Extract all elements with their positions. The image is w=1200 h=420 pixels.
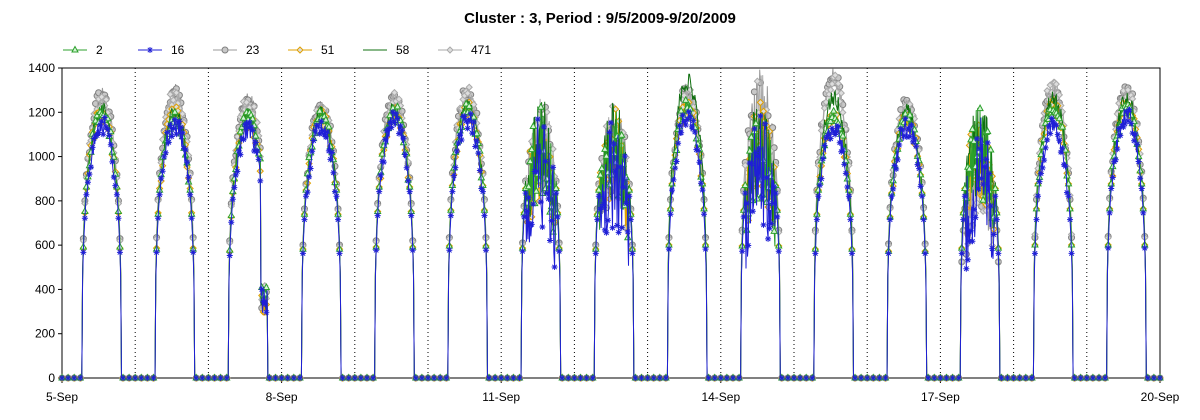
legend-item: 471 xyxy=(437,42,512,58)
x-tick-label: 11-Sep xyxy=(482,390,520,404)
legend-swatch xyxy=(438,46,462,54)
legend: 2 16 23 51 58 471 xyxy=(62,42,512,58)
y-tick-label: 0 xyxy=(48,371,55,385)
legend-swatch xyxy=(288,46,312,54)
legend-swatch xyxy=(138,47,162,53)
legend-item: 51 xyxy=(287,42,362,58)
x-tick-label: 14-Sep xyxy=(701,390,740,404)
legend-label: 58 xyxy=(396,43,410,57)
legend-item: 58 xyxy=(362,42,437,58)
y-tick-label: 1400 xyxy=(28,61,55,75)
legend-label: 23 xyxy=(246,43,260,57)
y-tick-label: 400 xyxy=(35,282,55,296)
y-tick-label: 1000 xyxy=(28,150,55,164)
x-tick-label: 20-Sep xyxy=(1141,390,1180,404)
y-tick-label: 200 xyxy=(35,327,55,341)
legend-item: 2 xyxy=(62,42,137,58)
legend-label: 51 xyxy=(321,43,335,57)
x-tick-label: 8-Sep xyxy=(266,390,298,404)
legend-item: 23 xyxy=(212,42,287,58)
y-tick-label: 800 xyxy=(35,194,55,208)
x-tick-label: 5-Sep xyxy=(46,390,78,404)
legend-item: 16 xyxy=(137,42,212,58)
legend-label: 471 xyxy=(471,43,492,57)
legend-label: 16 xyxy=(171,43,185,57)
plot-frame xyxy=(61,67,1161,379)
legend-swatch xyxy=(63,45,87,53)
legend-swatch xyxy=(213,46,237,54)
series-16 xyxy=(59,106,1163,381)
legend-label: 2 xyxy=(96,43,103,57)
y-tick-label: 1200 xyxy=(28,105,55,119)
y-tick-label: 600 xyxy=(35,238,55,252)
legend-swatch xyxy=(363,49,387,51)
chart-title: Cluster : 3, Period : 9/5/2009-9/20/2009 xyxy=(464,10,736,27)
x-tick-label: 17-Sep xyxy=(921,390,960,404)
